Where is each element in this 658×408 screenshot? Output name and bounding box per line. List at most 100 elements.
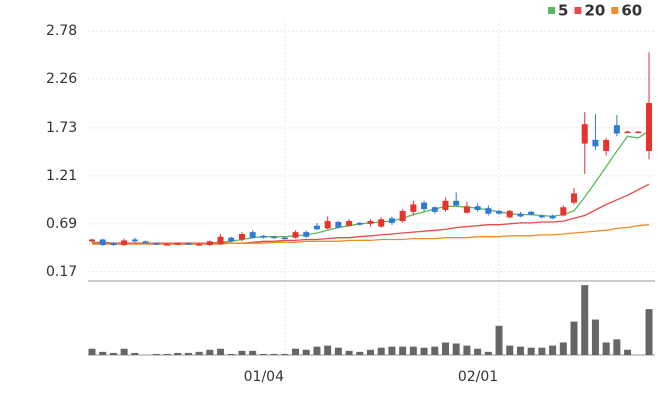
legend-swatch: [548, 7, 555, 14]
volume-bar: [324, 345, 332, 355]
y-tick-label: 1.21: [46, 168, 77, 184]
volume-bar: [120, 348, 128, 355]
legend-label: 5: [558, 2, 568, 20]
volume-bar: [334, 347, 342, 355]
y-tick-label: 1.73: [46, 120, 77, 136]
volume-bar: [409, 346, 417, 355]
volume-bar: [570, 321, 578, 355]
volume-bar: [270, 353, 278, 355]
candle-body: [538, 215, 545, 218]
volume-bar: [195, 351, 203, 355]
x-tick-label: 02/01: [458, 369, 498, 385]
ma-line: [92, 224, 650, 245]
candle-body: [421, 202, 428, 210]
candle-body: [260, 235, 267, 238]
volume-bar: [602, 342, 610, 355]
candle-body: [142, 241, 149, 244]
candle-body: [356, 222, 363, 225]
candle-body: [303, 232, 310, 237]
candle-body: [506, 210, 513, 218]
volume-bar: [302, 349, 310, 355]
volume-bar: [227, 353, 235, 355]
volume-bar: [292, 348, 300, 355]
candle-body: [442, 200, 449, 210]
candle-body: [571, 193, 578, 203]
candle-body: [121, 240, 128, 246]
volume-bar: [313, 346, 321, 355]
candle-body: [367, 221, 374, 224]
volume-bar: [484, 351, 492, 355]
legend-label: 20: [584, 2, 605, 20]
candle-body: [603, 139, 610, 151]
candle-body: [206, 241, 213, 246]
candle-body: [528, 211, 535, 215]
candle-body: [474, 206, 481, 210]
volume-bar: [495, 325, 503, 355]
ma-line: [92, 183, 650, 244]
volume-bar: [259, 353, 267, 355]
volume-bar: [238, 350, 246, 355]
candle-body: [163, 244, 170, 246]
volume-bar: [452, 343, 460, 355]
candle-body: [324, 221, 331, 229]
volume-bar: [99, 351, 107, 355]
volume-bar: [591, 319, 599, 355]
volume-bar: [420, 347, 428, 355]
candle-body: [399, 210, 406, 222]
volume-bar: [345, 350, 353, 355]
volume-bar: [356, 351, 364, 355]
volume-bar: [131, 352, 139, 355]
candle-body: [378, 219, 385, 227]
volume-bar: [549, 345, 557, 355]
volume-bar: [506, 345, 514, 355]
candle-body: [238, 233, 245, 240]
volume-bar: [184, 352, 192, 355]
y-tick-label: 2.78: [46, 23, 77, 39]
volume-bar: [645, 309, 653, 355]
volume-bar: [538, 347, 546, 355]
candle-body: [99, 239, 106, 246]
candle-body: [292, 232, 299, 238]
legend: 5 20 60: [548, 2, 642, 20]
candle-body: [185, 243, 192, 245]
volume-bar: [109, 352, 117, 355]
volume-bar: [399, 346, 407, 355]
volume-bar: [249, 350, 257, 355]
volume-bar: [581, 285, 589, 355]
volume-bar: [217, 348, 225, 355]
candle-body: [646, 103, 652, 151]
candle-body: [624, 131, 631, 134]
candle-body: [228, 237, 235, 242]
y-tick-label: 2.26: [46, 71, 77, 87]
volume-bar: [474, 348, 482, 355]
volume-bar: [152, 353, 160, 355]
candle-body: [335, 221, 342, 228]
volume-bar: [377, 347, 385, 355]
candle-body: [153, 243, 160, 245]
candle-body: [89, 239, 95, 242]
volume-bar: [559, 342, 567, 355]
candle-body: [431, 207, 438, 212]
candle-body: [196, 244, 203, 246]
legend-label: 60: [621, 2, 642, 20]
volume-bar: [516, 346, 524, 355]
candle-body: [560, 207, 567, 216]
candle-body: [613, 125, 620, 134]
candle-body: [388, 218, 395, 223]
candle-body: [410, 204, 417, 212]
volume-bar: [163, 353, 171, 355]
candle-body: [517, 213, 524, 217]
volume-bar: [367, 349, 374, 355]
candle-body: [485, 208, 492, 214]
candle-body: [110, 243, 117, 246]
volume-bar: [174, 352, 182, 355]
volume-bar: [441, 342, 449, 355]
volume-bar: [527, 347, 535, 355]
candle-body: [635, 131, 642, 134]
volume-bar: [463, 345, 471, 355]
y-tick-label: 0.69: [46, 216, 77, 232]
volume-bar: [206, 349, 214, 355]
candle-body: [271, 236, 278, 239]
volume-bar: [624, 349, 632, 355]
